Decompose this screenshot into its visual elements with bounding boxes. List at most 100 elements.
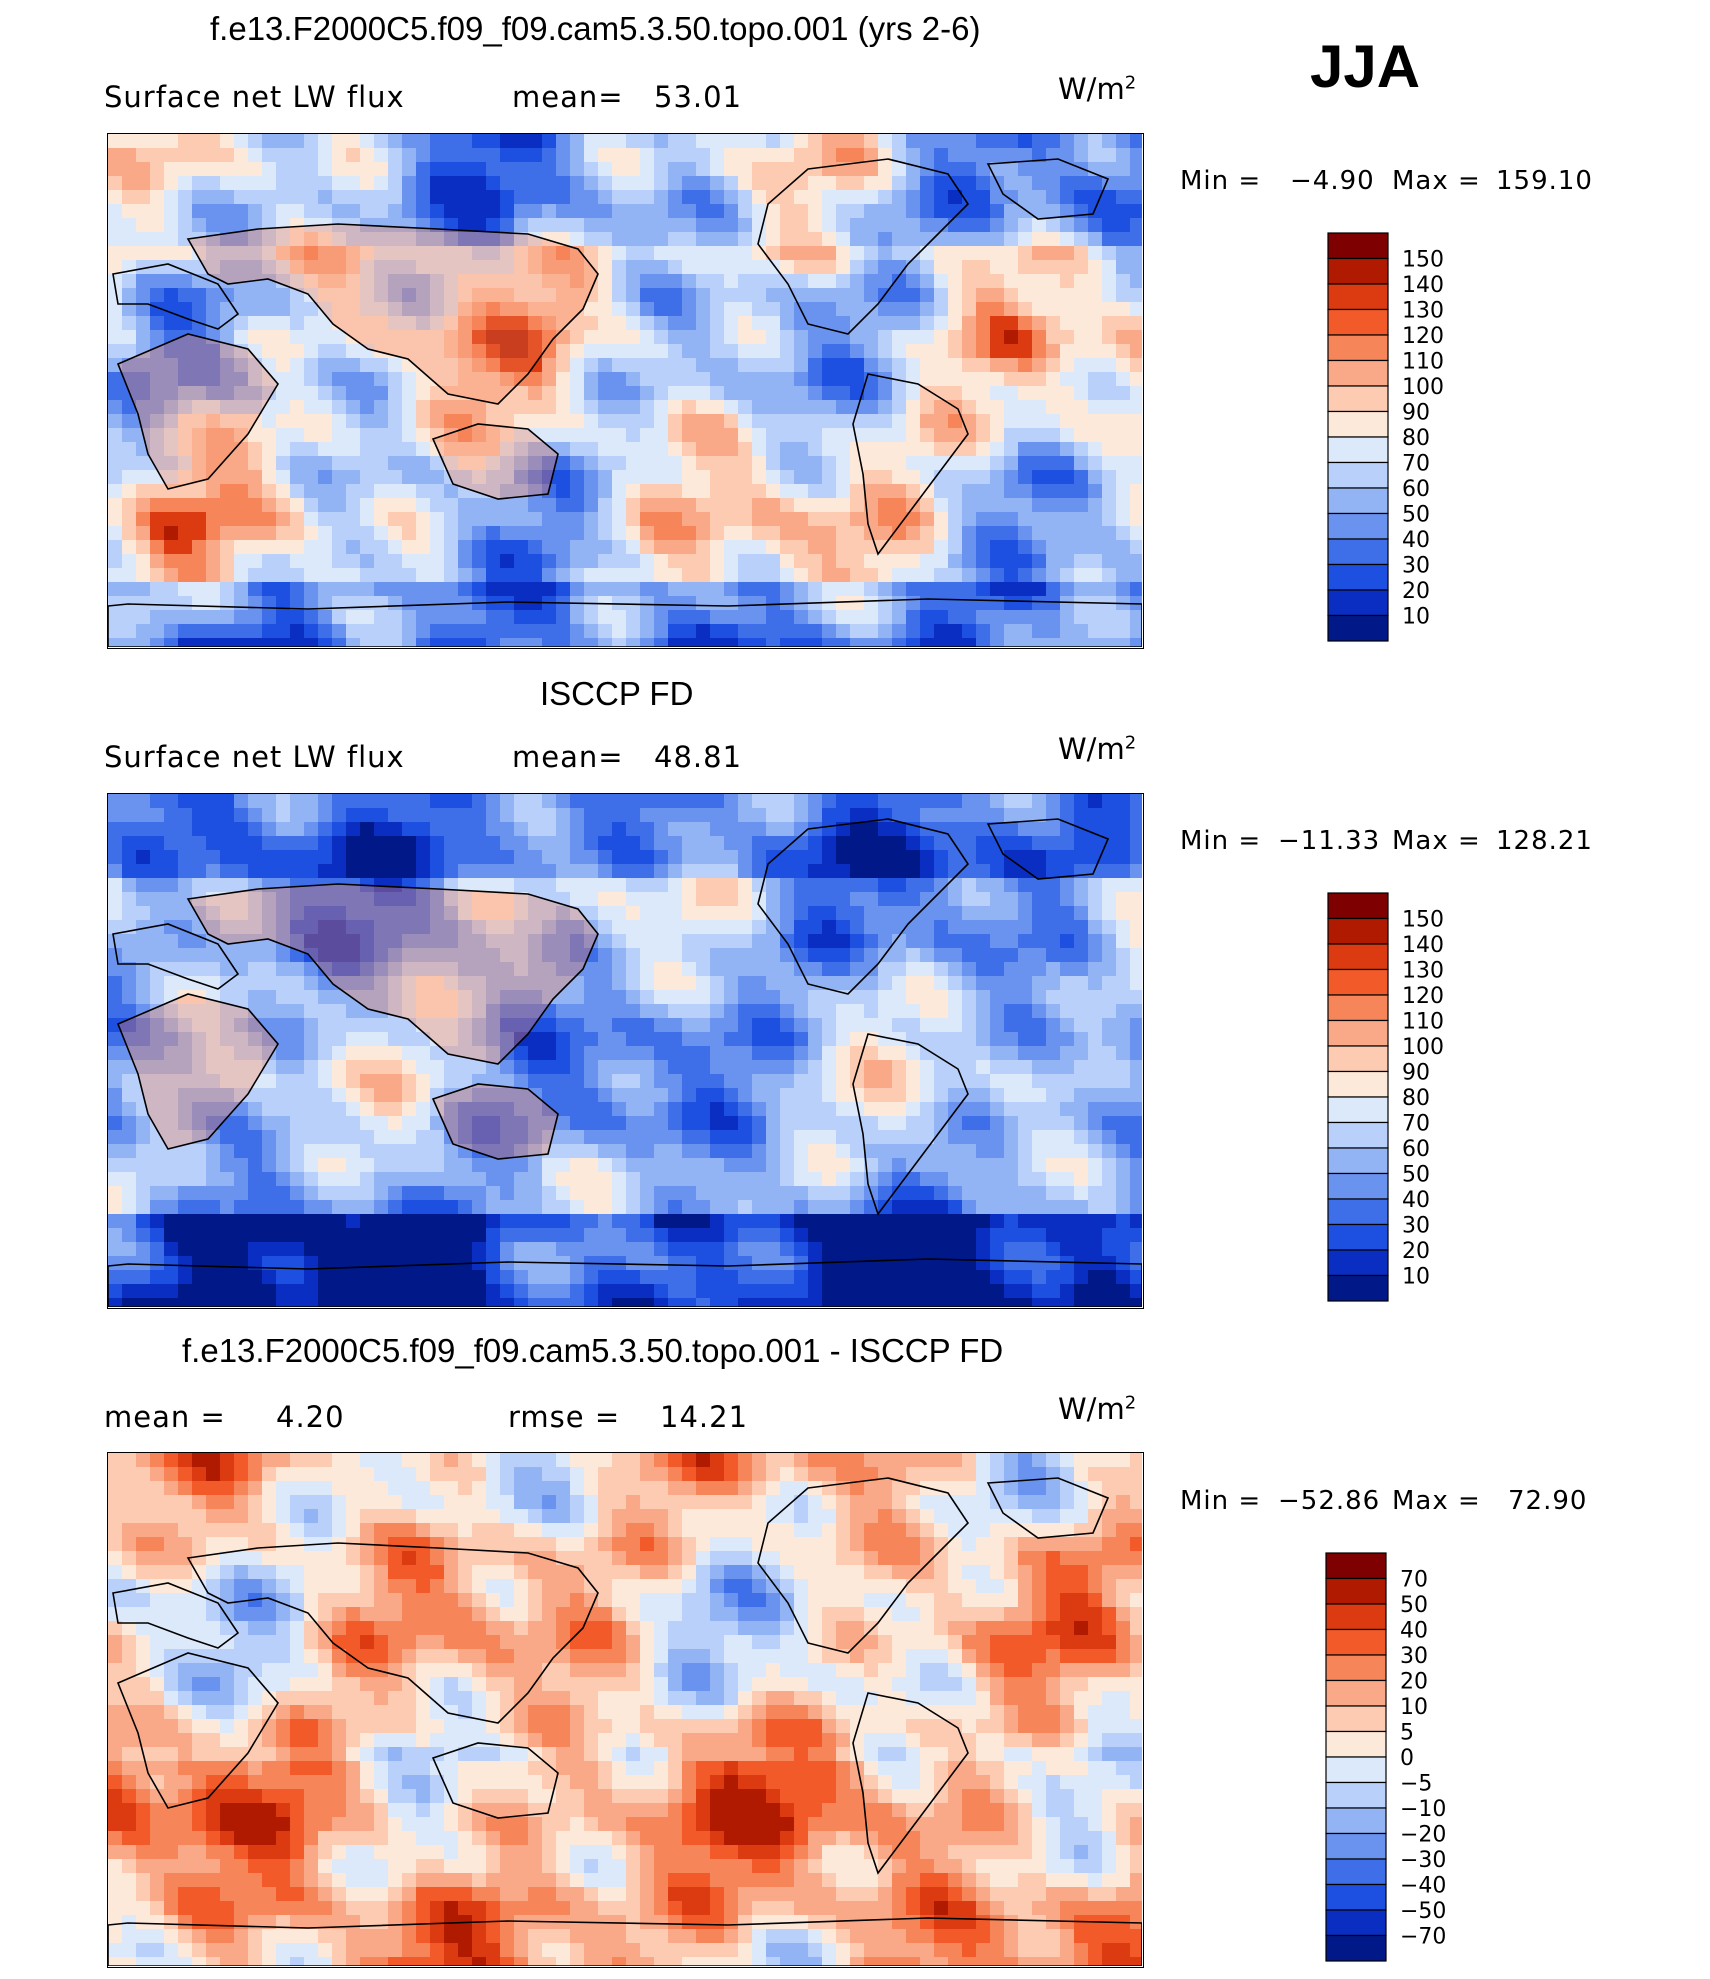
colorbar-box [1325,1730,1387,1758]
colorbar-box [1325,1832,1387,1860]
colorbar-tick-label: 70 [1400,1568,1428,1593]
colorbar-box [1325,1679,1387,1707]
coastlines [108,158,1142,647]
colorbar-tick-label: 50 [1400,1593,1428,1618]
colorbar-tick-label: 10 [1402,605,1430,630]
panel-3-min-value: −52.86 [1278,1486,1381,1516]
colorbar-box [1327,563,1389,591]
panel-2-min-label: Min = [1180,826,1262,856]
colorbar-box [1327,614,1389,642]
colorbar-tick-label: −30 [1400,1848,1446,1873]
panel-2-variable-label: Surface net LW flux [104,740,405,774]
panel-2-mean-label: mean= [512,740,624,774]
colorbar-tick-label: −20 [1400,1823,1446,1848]
panel-2-map [107,793,1144,1309]
colorbar-tick-label: 110 [1402,350,1444,375]
colorbar-tick-label: 140 [1402,933,1444,958]
colorbar-tick-label: 80 [1402,1086,1430,1111]
colorbar-box [1327,1045,1389,1073]
colorbar-box [1327,334,1389,362]
colorbar-box [1325,1858,1387,1886]
colorbar-box [1325,1934,1387,1962]
colorbar-tick-label: 130 [1402,299,1444,324]
colorbar-box [1325,1807,1387,1835]
colorbar-box [1327,283,1389,311]
panel-3-colorbar: 70 50 40 30 20 10 5 0 −5 −10 −20 −30 −40 −50 −70 [1325,1552,1506,1963]
colorbar-box [1327,385,1389,413]
colorbar-box [1327,232,1389,260]
panel-1-mean-label: mean= [512,80,624,114]
panel-1-title: f.e13.F2000C5.f09_f09.cam5.3.50.topo.001… [210,10,981,47]
colorbar-tick-label: 100 [1402,1035,1444,1060]
colorbar-box [1327,308,1389,336]
panel-3-min-label: Min = [1180,1486,1262,1516]
colorbar-tick-label: 10 [1402,1265,1430,1290]
colorbar-box [1327,968,1389,996]
panel-3-max-value: 72.90 [1508,1486,1588,1516]
colorbar-tick-label: 50 [1402,503,1430,528]
colorbar-tick-label: 40 [1402,528,1430,553]
colorbar-box [1327,1019,1389,1047]
colorbar-tick-label: −10 [1400,1797,1446,1822]
colorbar-tick-label: 30 [1400,1644,1428,1669]
colorbar-box [1325,1756,1387,1784]
panel-3-mean-label: mean = [104,1400,226,1434]
panel-2-colorbar: 150 140 130 120 110 100 90 80 70 60 50 40 30 20 10 [1327,892,1508,1303]
colorbar-tick-label: 40 [1402,1188,1430,1213]
colorbar-tick-label: 20 [1402,1239,1430,1264]
colorbar-tick-label: 70 [1402,452,1430,477]
colorbar-box [1327,994,1389,1022]
panel-1-min-label: Min = [1180,166,1262,196]
map-field [108,134,1142,647]
colorbar-tick-label: 150 [1402,908,1444,933]
colorbar-box [1325,1654,1387,1682]
colorbar-box [1327,487,1389,515]
colorbar-box [1327,1070,1389,1098]
colorbar-box [1327,1223,1389,1251]
colorbar-box [1325,1909,1387,1937]
colorbar-tick-label: 0 [1400,1746,1414,1771]
colorbar-tick-label: 80 [1402,426,1430,451]
colorbar-tick-label: 90 [1402,1061,1430,1086]
colorbar-box [1327,512,1389,540]
colorbar-tick-label: 100 [1402,375,1444,400]
colorbar-box [1327,436,1389,464]
panel-1-mean-value: 53.01 [654,80,743,114]
colorbar-tick-label: 70 [1402,1112,1430,1137]
colorbar-box [1327,1121,1389,1149]
colorbar-tick-label: 30 [1402,1214,1430,1239]
colorbar-box [1325,1628,1387,1656]
panel-3-rmse-value: 14.21 [660,1400,749,1434]
colorbar-box [1327,1147,1389,1175]
colorbar-box [1327,589,1389,617]
colorbar-tick-label: 60 [1402,477,1430,502]
colorbar-tick-label: 20 [1400,1670,1428,1695]
colorbar-tick-label: 140 [1402,273,1444,298]
panel-2-max-value: 128.21 [1496,826,1593,856]
colorbar-tick-label: 60 [1402,1137,1430,1162]
season-label: JJA [1310,33,1421,100]
colorbar-tick-label: 40 [1400,1619,1428,1644]
panel-3-rmse-label: rmse = [508,1400,621,1434]
colorbar-box [1325,1781,1387,1809]
colorbar-box [1325,1705,1387,1733]
colorbar-tick-label: 150 [1402,248,1444,273]
colorbar-box [1327,1096,1389,1124]
colorbar-box [1325,1577,1387,1605]
panel-1-max-label: Max = [1392,166,1481,196]
panel-1-colorbar: 150 140 130 120 110 100 90 80 70 60 50 40 30 20 10 [1327,232,1508,643]
colorbar-box [1327,1198,1389,1226]
map-field [108,1453,1142,1966]
panel-1-variable-label: Surface net LW flux [104,80,405,114]
colorbar-tick-label: 20 [1402,579,1430,604]
panel-1-units: W/m2 [1058,72,1137,106]
coastlines [108,1477,1142,1966]
map-field [108,794,1142,1307]
coastlines [108,818,1142,1307]
colorbar-tick-label: 110 [1402,1010,1444,1035]
colorbar-tick-label: 5 [1400,1721,1414,1746]
panel-3-units: W/m2 [1058,1392,1137,1426]
panel-3-mean-value: 4.20 [276,1400,345,1434]
colorbar-tick-label: −70 [1400,1925,1446,1950]
panel-2-units: W/m2 [1058,732,1137,766]
